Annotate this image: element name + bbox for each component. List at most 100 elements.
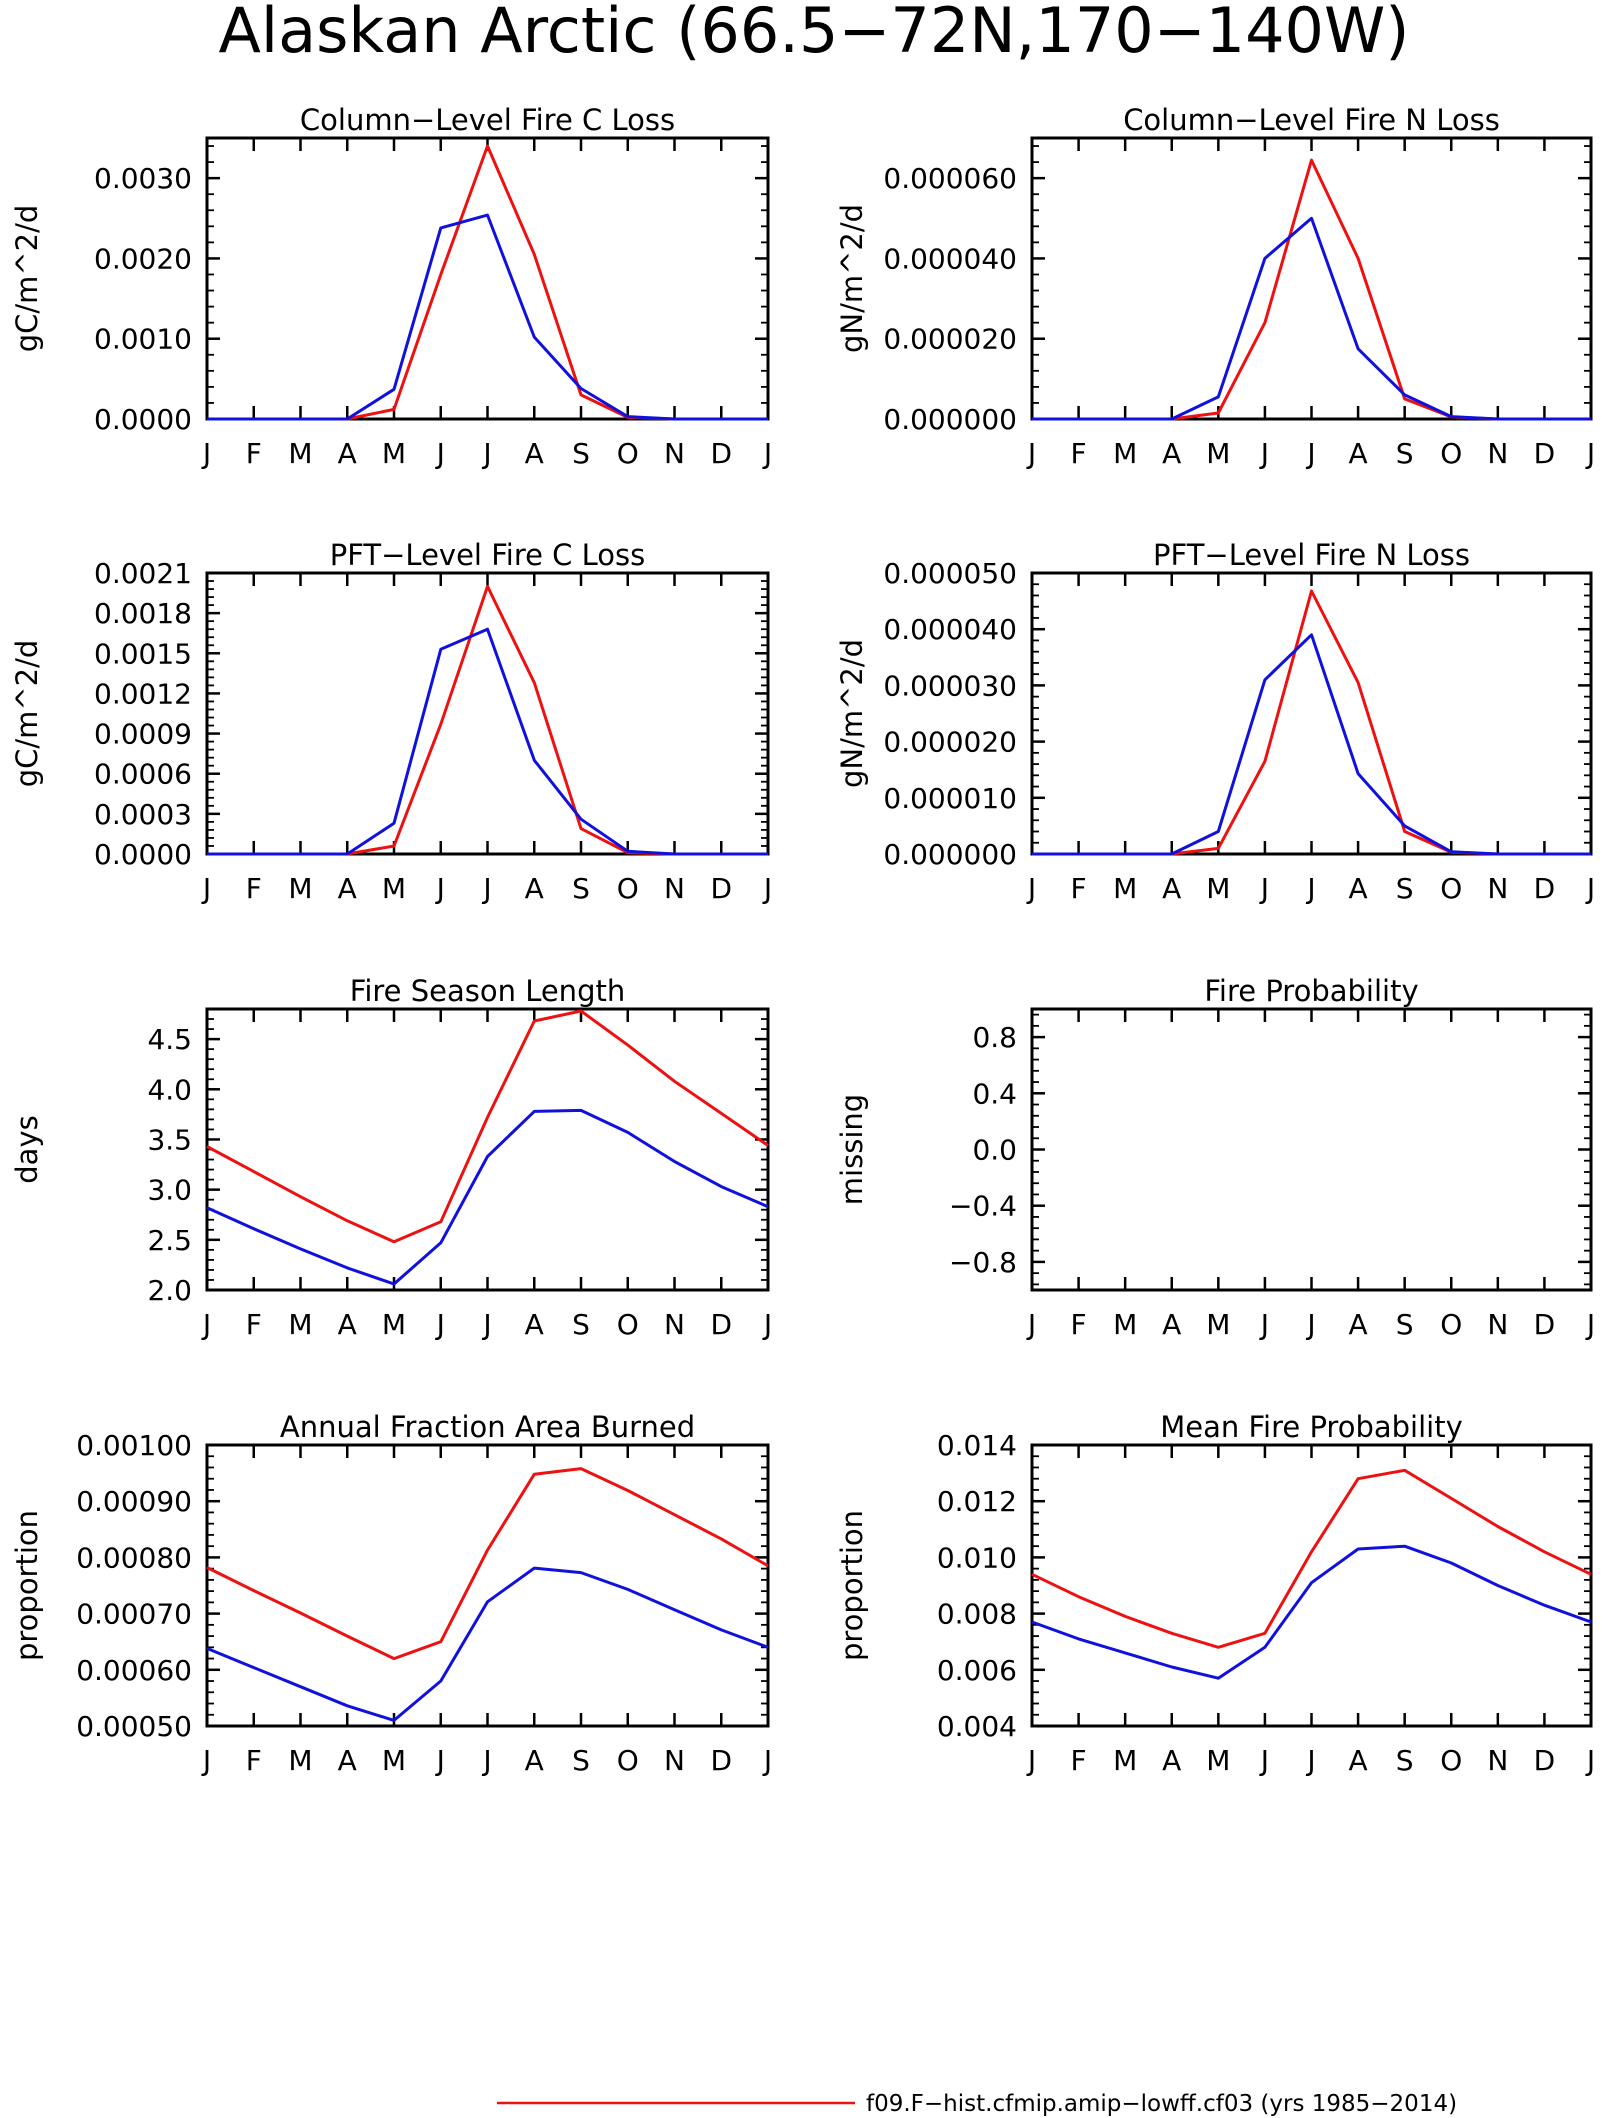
x-tick-label: J <box>1585 872 1595 905</box>
x-tick-label: A <box>338 872 357 905</box>
series-line-1 <box>1032 589 1591 856</box>
plot-frame <box>1030 1443 1593 1728</box>
x-tick-label: J <box>435 1744 445 1777</box>
x-tick-label: J <box>481 437 491 470</box>
y-tick-label: 0.0000 <box>94 838 192 871</box>
series-line-2 <box>206 1566 769 1722</box>
x-tick-label: A <box>525 1308 544 1341</box>
x-tick-label: A <box>338 1744 357 1777</box>
panel-title: Fire Probability <box>1204 974 1418 1008</box>
x-tick-label: A <box>525 437 544 470</box>
x-tick-label: M <box>1113 1744 1137 1777</box>
x-tick-label: J <box>435 872 445 905</box>
x-tick-label: F <box>246 1744 262 1777</box>
panel-title: Fire Season Length <box>350 974 625 1008</box>
y-tick-label: −0.4 <box>949 1190 1017 1223</box>
x-tick-label: S <box>572 437 590 470</box>
x-tick-label: M <box>382 1744 406 1777</box>
plot-frame <box>205 136 770 421</box>
y-tick-label: 0.014 <box>937 1429 1017 1462</box>
y-tick-label: 0.006 <box>937 1654 1017 1687</box>
x-tick-label: S <box>572 1308 590 1341</box>
y-axis-label: missing <box>835 1094 869 1205</box>
x-tick-label: J <box>1026 437 1036 470</box>
x-tick-label: J <box>481 872 491 905</box>
x-tick-label: S <box>1396 1308 1414 1341</box>
x-tick-label: N <box>664 872 685 905</box>
y-axis-label: gC/m^2/d <box>10 205 44 353</box>
series-line-2 <box>207 627 768 856</box>
y-tick-label: 0.000010 <box>883 782 1017 815</box>
x-tick-label: J <box>1026 872 1036 905</box>
y-tick-label: 0.8 <box>972 1021 1017 1054</box>
plot-frame <box>1030 1007 1593 1292</box>
x-tick-label: D <box>1534 1308 1556 1341</box>
x-tick-label: J <box>435 437 445 470</box>
x-tick-label: N <box>1487 872 1508 905</box>
x-tick-label: M <box>382 872 406 905</box>
series-line-2 <box>1032 633 1591 856</box>
x-tick-label: M <box>288 872 312 905</box>
x-tick-label: D <box>1534 1744 1556 1777</box>
x-tick-label: M <box>382 437 406 470</box>
y-tick-label: 0.4 <box>972 1077 1017 1110</box>
y-tick-label: 0.00070 <box>76 1598 192 1631</box>
x-tick-label: A <box>1349 1744 1368 1777</box>
x-tick-label: F <box>246 872 262 905</box>
y-axis-label: gC/m^2/d <box>10 640 44 788</box>
x-tick-label: N <box>1487 437 1508 470</box>
x-tick-label: O <box>617 437 639 470</box>
x-tick-label: J <box>762 1308 772 1341</box>
x-tick-label: J <box>1305 437 1315 470</box>
series-line-2 <box>207 213 768 421</box>
x-tick-label: F <box>1071 1744 1087 1777</box>
figure-title: Alaskan Arctic (66.5−72N,170−140W) <box>219 0 1410 67</box>
y-tick-label: 3.0 <box>147 1174 192 1207</box>
plot-frame <box>205 571 770 856</box>
x-tick-label: J <box>1026 1308 1036 1341</box>
y-tick-label: 0.0000 <box>94 403 192 436</box>
x-tick-label: A <box>525 1744 544 1777</box>
x-tick-label: O <box>617 872 639 905</box>
panel-title: Mean Fire Probability <box>1160 1410 1463 1444</box>
x-tick-label: J <box>1259 1308 1269 1341</box>
panel-title: Column−Level Fire N Loss <box>1123 103 1500 137</box>
x-tick-label: A <box>1162 437 1181 470</box>
x-tick-label: O <box>1440 437 1462 470</box>
plot-frame <box>1030 571 1593 856</box>
y-tick-label: 0.000000 <box>883 838 1017 871</box>
x-tick-label: O <box>1440 1744 1462 1777</box>
y-axis-label: proportion <box>835 1510 869 1661</box>
x-tick-label: M <box>382 1308 406 1341</box>
y-tick-label: 0.0020 <box>94 242 192 275</box>
y-tick-label: 0.000040 <box>883 242 1017 275</box>
x-tick-label: M <box>1206 1308 1230 1341</box>
x-tick-label: A <box>338 437 357 470</box>
y-tick-label: 0.0003 <box>94 798 192 831</box>
x-tick-label: O <box>1440 872 1462 905</box>
x-tick-label: A <box>1349 872 1368 905</box>
y-tick-label: 4.0 <box>147 1073 192 1106</box>
x-tick-label: J <box>762 1744 772 1777</box>
series-line-1 <box>206 1009 769 1244</box>
x-tick-label: J <box>201 872 211 905</box>
x-tick-label: O <box>1440 1308 1462 1341</box>
x-tick-label: N <box>664 1308 685 1341</box>
y-tick-label: 2.0 <box>147 1274 192 1307</box>
x-tick-label: A <box>525 872 544 905</box>
panel-title: PFT−Level Fire C Loss <box>330 538 646 572</box>
x-tick-label: S <box>1396 872 1414 905</box>
x-tick-label: J <box>762 872 772 905</box>
x-tick-label: N <box>1487 1744 1508 1777</box>
panel-title: Annual Fraction Area Burned <box>280 1410 695 1444</box>
y-tick-label: 0.000020 <box>883 323 1017 356</box>
y-tick-label: 0.0010 <box>94 323 192 356</box>
x-tick-label: A <box>338 1308 357 1341</box>
y-tick-label: 0.0009 <box>94 718 192 751</box>
x-tick-label: D <box>1534 872 1556 905</box>
